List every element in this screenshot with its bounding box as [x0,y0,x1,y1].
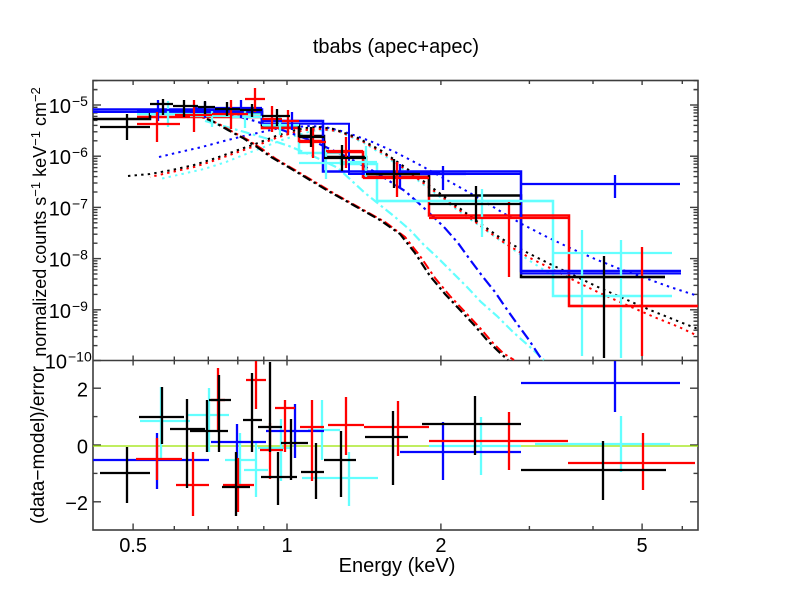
svg-text:10: 10 [45,352,67,374]
svg-text:tbabs (apec+apec): tbabs (apec+apec) [313,36,479,58]
svg-text:Energy (keV): Energy (keV) [339,555,456,577]
svg-text:(data−model)/error: (data−model)/error [28,365,49,524]
svg-text:0.5: 0.5 [119,535,147,557]
svg-text:10: 10 [49,198,71,220]
svg-text:−2: −2 [65,493,88,515]
svg-text:−9: −9 [72,298,88,314]
svg-text:10: 10 [49,96,71,118]
svg-text:normalized counts s−1 keV−1 cm: normalized counts s−1 keV−1 cm−2 [28,87,50,357]
svg-text:−10: −10 [68,349,92,365]
svg-text:1: 1 [281,535,292,557]
svg-text:−7: −7 [72,195,88,211]
svg-text:2: 2 [435,535,446,557]
svg-text:10: 10 [49,250,71,272]
svg-text:2: 2 [77,380,88,402]
svg-text:−8: −8 [72,247,88,263]
svg-text:5: 5 [637,535,648,557]
svg-text:−6: −6 [72,144,88,160]
svg-text:10: 10 [49,147,71,169]
svg-text:−5: −5 [72,93,88,109]
svg-text:0: 0 [77,436,88,458]
svg-text:10: 10 [49,301,71,323]
